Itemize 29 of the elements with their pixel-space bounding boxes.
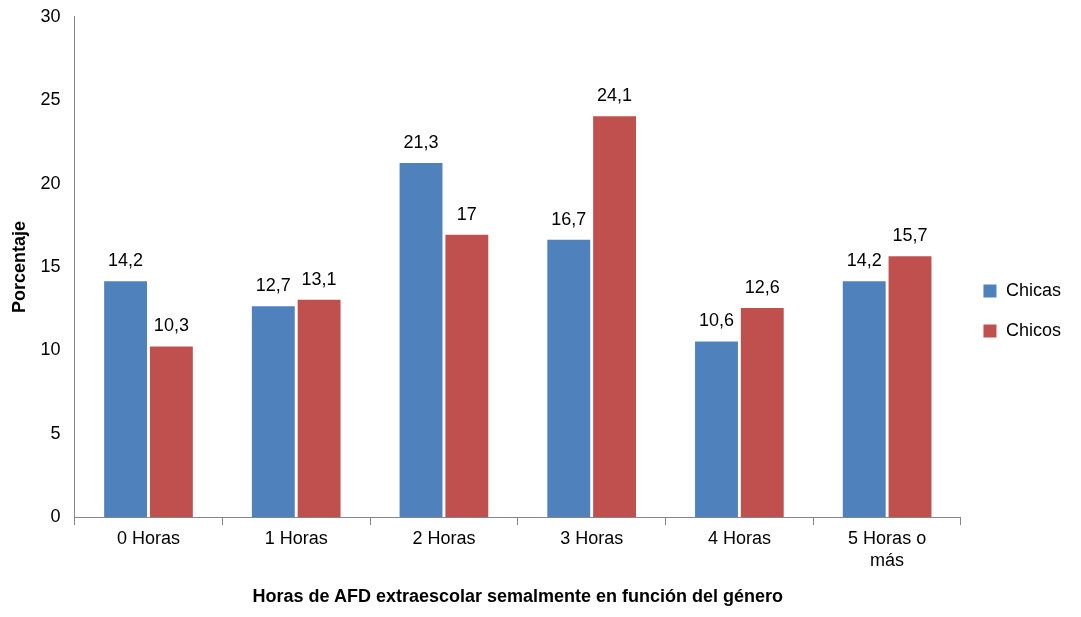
data-label: 17 (456, 203, 477, 224)
y-tick-label: 30 (40, 5, 61, 26)
data-label: 12,6 (744, 277, 780, 297)
y-tick-label: 5 (50, 422, 61, 443)
y-tick-label: 25 (40, 89, 61, 110)
data-label: 10,6 (698, 310, 735, 331)
data-label: 21,3 (403, 131, 439, 152)
data-label: 15,7 (892, 225, 928, 246)
x-tick-label: 2 Horas (412, 527, 476, 548)
legend-label: Chicas (1005, 279, 1062, 300)
x-tick-label: 4 Horas (707, 527, 771, 548)
x-axis-title: Horas de AFD extraescolar semalmente en función del género (252, 586, 784, 607)
data-label: 14,2 (846, 250, 882, 271)
data-label: 24,1 (597, 85, 633, 106)
legend-label: Chicos (1005, 319, 1062, 340)
y-axis-title: Porcentaje (8, 220, 29, 314)
data-label: 12,7 (255, 275, 291, 296)
x-tick-label: 3 Horas (560, 527, 624, 548)
data-label: 10,3 (153, 315, 189, 336)
x-tick-label: 0 Horas (116, 527, 180, 548)
y-tick-label: 15 (40, 255, 61, 276)
y-tick-label: 0 (50, 506, 61, 527)
data-label: 16,7 (551, 208, 587, 229)
data-label: 13,1 (301, 268, 337, 289)
y-tick-label: 20 (40, 172, 61, 193)
x-tick-label: 1 Horas (264, 527, 328, 548)
data-label: 14,2 (108, 250, 144, 271)
y-tick-label: 10 (40, 339, 61, 360)
x-tick-label: 5 Horas o más (848, 527, 927, 570)
